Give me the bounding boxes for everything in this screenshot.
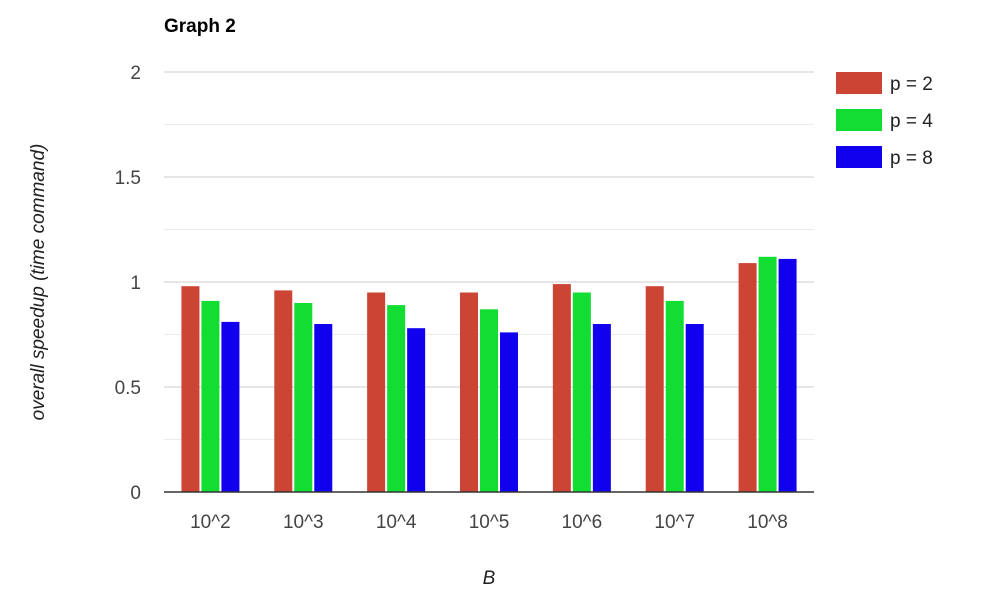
- bar-p=8-10^3: [314, 324, 333, 492]
- x-tick-label: 10^2: [190, 512, 231, 533]
- bar-p=8-10^7: [685, 324, 704, 492]
- bar-p=4-10^5: [480, 309, 498, 492]
- legend-label: p = 8: [890, 148, 933, 169]
- y-axis-label: overall speedup (time command): [28, 144, 49, 421]
- legend-label: p = 2: [890, 74, 933, 95]
- x-axis-ticks: 10^2 10^3 10^4 10^5 10^6 10^7 10^8: [190, 512, 788, 533]
- chart-title: Graph 2: [164, 16, 236, 37]
- x-tick-label: 10^6: [562, 512, 603, 533]
- bar-p=2-10^8: [738, 263, 757, 492]
- bar-p=2-10^2: [181, 286, 200, 492]
- x-tick-label: 10^7: [654, 512, 695, 533]
- bar-p=4-10^8: [758, 256, 777, 492]
- bars: [181, 256, 797, 492]
- bar-p=4-10^3: [294, 303, 313, 492]
- bar-p=8-10^8: [778, 258, 797, 492]
- legend-swatch: [836, 146, 882, 168]
- bar-p=4-10^7: [665, 300, 684, 492]
- y-tick-label: 0: [130, 483, 141, 504]
- bar-p=8-10^6: [592, 324, 611, 492]
- bar-p=4-10^2: [201, 300, 220, 492]
- legend-swatch: [836, 72, 882, 94]
- y-tick-label: 1.5: [115, 168, 141, 189]
- gridlines: [164, 71, 814, 493]
- bar-p=4-10^4: [387, 305, 406, 492]
- bar-p=8-10^5: [500, 332, 518, 492]
- legend: p = 2 p = 4 p = 8: [836, 72, 933, 169]
- y-tick-label: 0.5: [115, 378, 141, 399]
- x-tick-label: 10^3: [283, 512, 324, 533]
- bar-p=2-10^7: [645, 286, 664, 492]
- y-axis-ticks: 0 0.5 1 1.5 2: [115, 63, 141, 504]
- x-tick-label: 10^8: [747, 512, 788, 533]
- bar-p=2-10^5: [460, 292, 478, 492]
- bar-p=8-10^2: [221, 321, 240, 492]
- bar-p=2-10^6: [552, 284, 571, 492]
- legend-swatch: [836, 109, 882, 131]
- y-tick-label: 2: [130, 63, 141, 84]
- bar-p=2-10^3: [274, 290, 293, 492]
- bar-p=2-10^4: [367, 292, 386, 492]
- legend-label: p = 4: [890, 111, 933, 132]
- x-tick-label: 10^5: [469, 512, 510, 533]
- x-axis-label: B: [483, 568, 496, 589]
- bar-p=4-10^6: [572, 292, 591, 492]
- x-tick-label: 10^4: [376, 512, 417, 533]
- y-tick-label: 1: [130, 273, 141, 294]
- bar-p=8-10^4: [407, 328, 426, 492]
